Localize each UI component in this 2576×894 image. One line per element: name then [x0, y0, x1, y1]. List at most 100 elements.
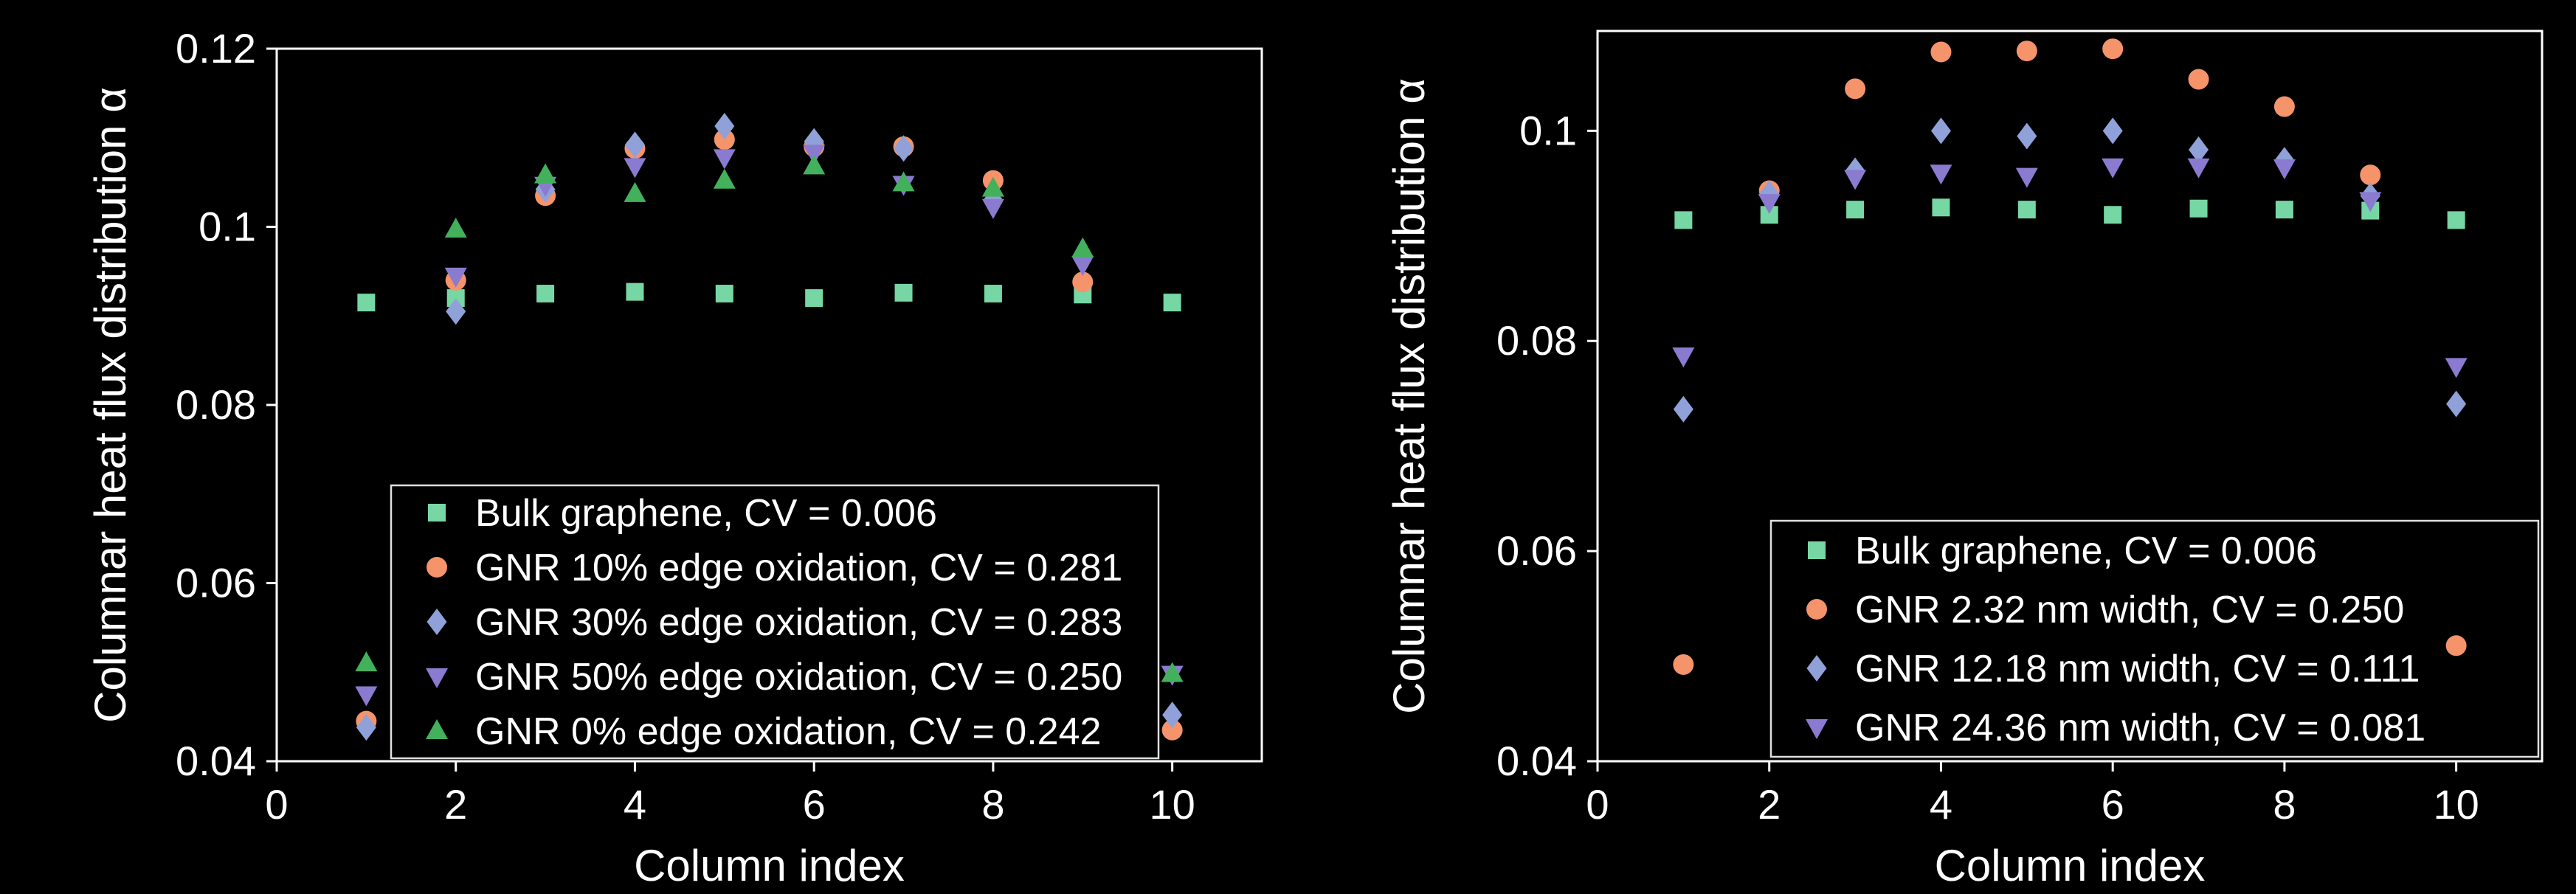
square-marker [894, 283, 913, 302]
x-tick-label: 10 [1149, 781, 1195, 828]
circle-marker [2016, 41, 2037, 62]
y-tick-label: 0.04 [176, 738, 256, 784]
circle-marker [1930, 41, 1952, 63]
x-axis-label: Column index [1935, 841, 2206, 890]
diamond-marker [1806, 655, 1827, 682]
triangle-up-marker [444, 218, 467, 238]
triangle-down-marker [444, 267, 467, 288]
triangle-down-marker [2273, 159, 2296, 180]
diamond-marker [427, 609, 447, 635]
triangle-down-marker [1672, 347, 1695, 368]
circle-marker [427, 557, 447, 578]
triangle-up-marker [534, 163, 557, 184]
legend-label: GNR 12.18 nm width, CV = 0.111 [1855, 648, 2420, 690]
y-tick-label: 0.06 [176, 560, 256, 606]
circle-marker [1845, 78, 1866, 100]
triangle-down-marker [426, 668, 448, 688]
square-marker [984, 285, 1002, 303]
triangle-down-marker [981, 198, 1004, 219]
square-marker [626, 283, 644, 301]
triangle-up-marker [713, 168, 736, 189]
square-marker [2275, 201, 2293, 219]
diamond-marker [356, 714, 376, 741]
circle-marker [1072, 271, 1094, 293]
x-tick-label: 2 [444, 781, 467, 828]
legend-label: Bulk graphene, CV = 0.006 [475, 492, 937, 535]
square-marker [2189, 199, 2208, 218]
y-axis-label: Columnar heat flux distribution α [1384, 78, 1434, 714]
triangle-down-marker [1844, 170, 1867, 190]
square-marker [2104, 206, 2122, 224]
diamond-marker [2017, 122, 2037, 150]
x-tick-label: 0 [265, 781, 288, 828]
triangle-down-marker [713, 149, 736, 170]
triangle-down-marker [2359, 192, 2382, 212]
y-tick-label: 0.04 [1496, 738, 1577, 784]
triangle-down-marker [1758, 194, 1781, 215]
x-axis-label: Column index [634, 841, 905, 890]
square-marker [1932, 198, 1950, 217]
triangle-up-marker [1071, 237, 1094, 257]
circle-marker [2188, 69, 2209, 90]
legend-box [390, 484, 1160, 760]
triangle-down-marker [2187, 158, 2210, 179]
circle-marker [714, 129, 735, 150]
x-tick-label: 10 [2433, 781, 2479, 828]
y-tick-label: 0.08 [176, 381, 256, 428]
legend-box [1769, 519, 2540, 758]
triangle-up-marker [803, 154, 826, 175]
legend-label: GNR 10% edge oxidation, CV = 0.281 [475, 547, 1122, 589]
square-marker [1808, 541, 1826, 559]
circle-marker [1673, 654, 1694, 675]
legend-label: Bulk graphene, CV = 0.006 [1855, 530, 2317, 572]
x-tick-label: 4 [624, 781, 646, 828]
legend-label: GNR 30% edge oxidation, CV = 0.283 [475, 601, 1122, 644]
triangle-down-marker [624, 158, 646, 179]
triangle-down-marker [1930, 164, 1952, 185]
diamond-marker [2446, 390, 2467, 417]
x-tick-label: 8 [2273, 781, 2296, 828]
diamond-marker [2189, 136, 2209, 163]
chart-edge-oxidation: 0 2 4 6 8 10 0.04 0.06 0.08 0.1 0.12 Column index Co… [0, 0, 1288, 890]
square-marker [1846, 201, 1865, 219]
circle-marker [2445, 635, 2467, 656]
x-tick-label: 0 [1586, 781, 1609, 828]
x-tick-label: 8 [981, 781, 1004, 828]
ribbon-width-chart-svg: 0 2 4 6 8 10 0.04 0.06 0.08 0.1 Column index Column… [1384, 30, 2544, 890]
square-marker [536, 285, 555, 303]
circle-marker [1161, 719, 1183, 741]
y-tick-label: 0.06 [1496, 527, 1577, 574]
diamond-marker [1930, 117, 1951, 145]
diamond-marker [446, 298, 466, 325]
triangle-down-marker [2102, 158, 2124, 179]
circle-marker [1806, 599, 1827, 620]
triangle-down-marker [355, 686, 378, 707]
x-tick-label: 6 [803, 781, 826, 828]
y-axis-label: Columnar heat flux distribution α [86, 87, 135, 723]
x-tick-label: 2 [1758, 781, 1781, 828]
square-marker [428, 504, 446, 522]
triangle-up-marker [892, 171, 915, 192]
square-marker [1674, 211, 1693, 229]
x-tick-label: 4 [1930, 781, 1952, 828]
diamond-marker [1673, 395, 1693, 423]
square-marker [715, 285, 733, 303]
triangle-up-marker [355, 651, 378, 672]
y-tick-label: 0.1 [1519, 107, 1577, 153]
triangle-down-marker [2015, 167, 2038, 188]
square-marker [2017, 201, 2036, 219]
triangle-down-marker [1806, 719, 1828, 739]
plot-box [1596, 30, 2544, 763]
edge-oxidation-chart-svg: 0 2 4 6 8 10 0.04 0.06 0.08 0.1 0.12 Column index Co… [86, 25, 1263, 890]
y-tick-label: 0.08 [1496, 317, 1577, 364]
diamond-marker [2102, 117, 2123, 145]
circle-marker [2360, 164, 2381, 186]
square-marker [805, 289, 823, 308]
triangle-up-marker [624, 181, 646, 202]
triangle-up-marker [1161, 662, 1184, 682]
diamond-marker [1162, 701, 1183, 729]
square-marker [1163, 294, 1181, 312]
x-tick-label: 6 [2102, 781, 2124, 828]
